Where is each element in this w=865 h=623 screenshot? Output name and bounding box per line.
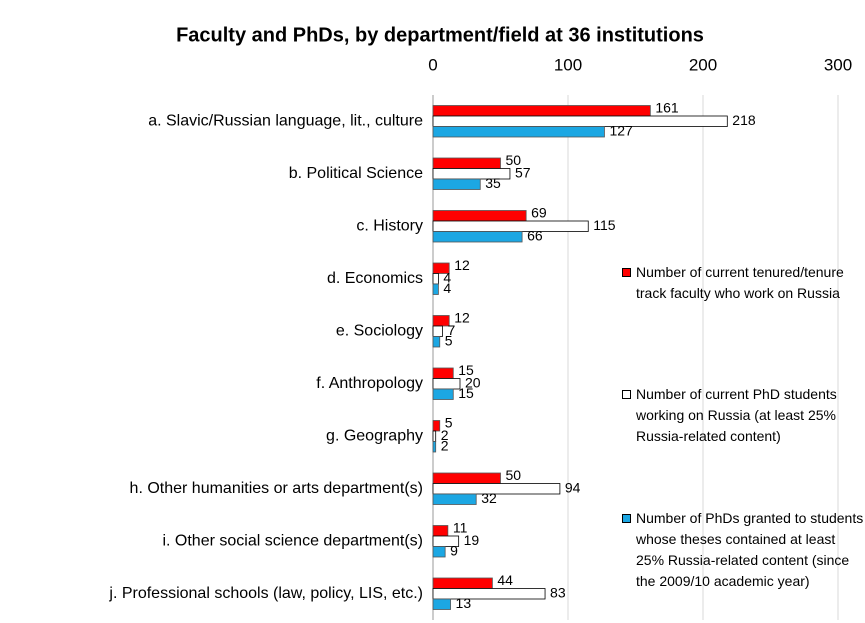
data-label: 7 [447,322,455,338]
data-label: 12 [454,309,470,325]
data-label: 5 [445,414,453,430]
y-tick-label: c. History [356,217,423,234]
bar [432,598,451,610]
data-label: 20 [465,374,481,390]
bar [432,546,446,558]
data-label: 12 [454,257,470,273]
data-label: 66 [527,227,543,243]
y-tick-label: d. Economics [327,270,423,287]
data-label: 57 [515,164,531,180]
bar [432,273,439,285]
bar [432,336,441,348]
y-tick-label: b. Political Science [289,165,423,182]
bar [432,325,443,337]
data-label: 44 [497,572,513,588]
data-label: 9 [450,542,458,558]
data-label: 2 [441,427,449,443]
bar [432,493,477,505]
bar [432,157,501,169]
data-label: 19 [464,532,480,548]
y-tick-label: g. Geography [326,427,423,444]
bar [432,472,501,484]
data-label: 13 [456,595,472,611]
bar [432,115,728,127]
data-label: 11 [453,519,468,535]
y-tick-label: a. Slavic/Russian language, lit., cultur… [148,112,423,129]
bar [432,178,481,190]
legend-label: Number of current PhD students working o… [636,386,837,444]
bar [432,388,454,400]
data-label: 115 [593,217,616,233]
data-label: 15 [458,385,474,401]
bar [432,441,437,453]
data-label: 5 [445,332,453,348]
y-tick-label: h. Other humanities or arts department(s… [130,480,423,497]
legend-swatch [622,268,631,277]
data-label: 94 [565,479,581,495]
legend-entry: Number of PhDs granted to students whose… [622,508,864,592]
bar [432,105,651,117]
bar [432,220,589,232]
bar [432,588,546,600]
x-tick-label: 200 [689,55,717,74]
y-tick-label: e. Sociology [336,322,423,339]
bar [432,483,561,495]
data-label: 50 [506,467,522,483]
y-tick-label: i. Other social science department(s) [162,532,423,549]
data-label: 218 [732,112,756,128]
bar [432,231,523,243]
legend-swatch [622,390,631,399]
bar [432,430,437,442]
legend-swatch [622,514,631,523]
bar [432,420,441,432]
bar [432,126,605,138]
bar [432,210,527,222]
data-label: 15 [458,362,474,378]
bar [432,262,450,274]
bar [432,378,461,390]
bar [432,367,454,379]
bar [432,535,460,547]
data-label: 83 [550,584,566,600]
x-tick-label: 100 [554,55,582,74]
bar [432,577,493,589]
data-label: 50 [506,152,522,168]
data-label: 127 [609,122,633,138]
data-label: 4 [443,269,451,285]
x-tick-label: 0 [428,55,437,74]
data-label: 161 [655,99,679,115]
data-label: 2 [441,437,449,453]
data-label: 69 [531,204,547,220]
legend-entry: Number of current PhD students working o… [622,384,864,447]
legend-entry: Number of current tenured/tenure track f… [622,262,864,304]
data-label: 35 [485,175,501,191]
legend-label: Number of current tenured/tenure track f… [636,264,844,301]
y-tick-label: f. Anthropology [316,375,423,392]
x-tick-label: 300 [824,55,852,74]
bar [432,283,439,295]
data-label: 4 [443,280,451,296]
bar [432,525,449,537]
data-label: 32 [481,490,497,506]
chart-title: Faculty and PhDs, by department/field at… [176,24,704,46]
y-tick-label: j. Professional schools (law, policy, LI… [108,585,423,602]
legend-label: Number of PhDs granted to students whose… [636,510,864,589]
